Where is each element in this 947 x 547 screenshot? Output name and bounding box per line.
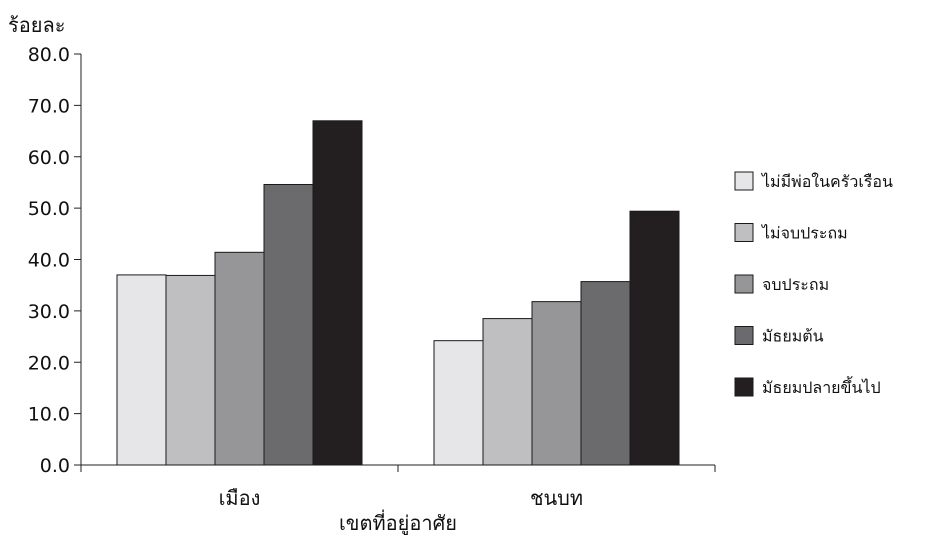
legend-swatch: [734, 171, 754, 191]
y-tick-label: 0.0: [40, 455, 70, 477]
x-tick-label: เมือง: [219, 486, 261, 510]
legend-swatch: [734, 274, 754, 294]
y-tick-label: 10.0: [28, 404, 70, 426]
legend-label: มัธยมต้น: [762, 327, 824, 346]
bar: [580, 281, 631, 466]
x-axis-title: เขตที่อยู่อาศัย: [339, 509, 457, 536]
legend-label: มัธยมปลายขึ้นไป: [762, 376, 881, 397]
y-tick-label: 50.0: [28, 198, 70, 220]
legend-label: ไม่จบประถม: [760, 224, 848, 243]
bar: [629, 210, 680, 466]
legend-label: จบประถม: [762, 275, 829, 294]
y-tick-label: 30.0: [28, 301, 70, 323]
bar: [433, 340, 484, 466]
y-axis: 0.0 10.0 20.0 30.0 40.0 50.0 60.0 70.0 80.0: [28, 44, 82, 477]
bar: [116, 274, 167, 466]
bar: [214, 251, 265, 466]
legend-swatch: [734, 223, 754, 242]
bar: [165, 274, 216, 466]
bar: [312, 120, 363, 466]
y-tick-label: 80.0: [28, 44, 70, 66]
legend: ไม่มีพ่อในครัวเรือนไม่จบประถมจบประถมมัธย…: [734, 171, 893, 397]
y-tick-label: 60.0: [28, 147, 70, 169]
y-tick-label: 20.0: [28, 352, 70, 374]
bar: [482, 318, 533, 466]
legend-label: ไม่มีพ่อในครัวเรือน: [760, 172, 893, 191]
legend-swatch: [734, 326, 754, 345]
x-tick-label: ชนบท: [530, 486, 583, 510]
y-axis-title: ร้อยละ: [8, 13, 65, 37]
y-tick-label: 70.0: [28, 95, 70, 117]
x-axis: เมือง ชนบท: [80, 464, 716, 510]
y-tick-label: 40.0: [28, 250, 70, 272]
bar: [531, 301, 582, 466]
bar: [263, 183, 314, 466]
legend-swatch: [734, 377, 754, 397]
bars: [116, 120, 680, 466]
